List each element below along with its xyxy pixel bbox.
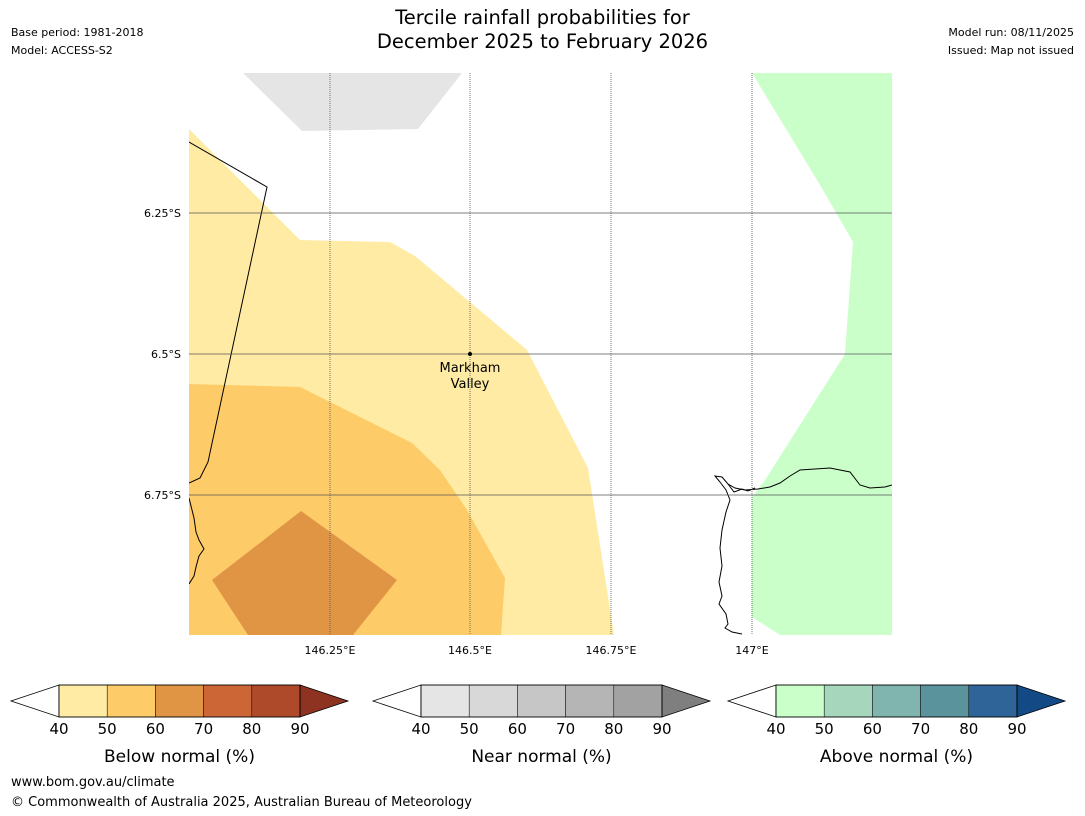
colorbar-segment	[420, 684, 470, 718]
colorbar-title: Near normal (%)	[471, 747, 611, 767]
run-info: Model run: 08/11/2025 Issued: Map not is…	[948, 24, 1074, 60]
colorbar: 40 50 60 70 80 90 Above normal (%)	[726, 684, 1067, 767]
colorbar-tick-label: 70	[556, 720, 575, 738]
lat-label: 6.25°S	[144, 207, 181, 220]
colorbar-segment	[968, 684, 1018, 718]
below-normal-60-zone	[212, 511, 397, 635]
colorbar-segment	[565, 684, 615, 718]
colorbar-segment	[920, 684, 970, 718]
base-period-text: Base period: 1981-2018	[11, 26, 144, 39]
lat-label: 6.75°S	[144, 489, 181, 502]
colorbar-segment	[251, 684, 301, 718]
colorbar-segment	[155, 684, 204, 718]
lon-label: 146.25°E	[305, 644, 356, 657]
colorbar-outline	[775, 684, 1018, 718]
model-run-text: Model run: 08/11/2025	[948, 26, 1074, 39]
footer-copyright: © Commonwealth of Australia 2025, Austra…	[11, 795, 472, 810]
colorbar-low-extend	[9, 684, 60, 718]
coastline-east	[713, 467, 892, 635]
above-normal-40-zone	[752, 73, 892, 635]
place-label-line-2: Valley	[451, 377, 490, 392]
footer-url: www.bom.gov.au/climate	[11, 775, 175, 790]
colorbar-tick-label: 60	[146, 720, 165, 738]
colorbar-tick-label: 90	[1007, 720, 1026, 738]
border-line	[189, 141, 268, 484]
colorbar-title: Below normal (%)	[104, 747, 255, 767]
colorbar-segment	[517, 684, 566, 718]
colorbar-high-extend	[1016, 684, 1067, 718]
colorbar-segment	[613, 684, 663, 718]
colorbar-tick-label: 50	[460, 720, 479, 738]
place-label-line-1: Markham	[440, 361, 501, 376]
colorbar-tick-label: 40	[49, 720, 68, 738]
colorbar-tick-label: 80	[242, 720, 261, 738]
model-name-text: Model: ACCESS-S2	[11, 44, 113, 57]
colorbar-tick-label: 40	[766, 720, 785, 738]
colorbar-tick-label: 50	[98, 720, 117, 738]
colorbar-low-extend	[726, 684, 777, 718]
colorbar-segment	[203, 684, 253, 718]
colorbar-title: Above normal (%)	[820, 747, 973, 767]
colorbar-tick-label: 70	[194, 720, 213, 738]
place-marker	[468, 352, 472, 356]
model-info: Base period: 1981-2018 Model: ACCESS-S2	[11, 24, 143, 60]
colorbar-tick-label: 60	[863, 720, 882, 738]
colorbar-segment	[775, 684, 825, 718]
colorbar-tick-label: 40	[411, 720, 430, 738]
colorbar-high-extend	[299, 684, 350, 718]
issued-text: Issued: Map not issued	[947, 44, 1074, 57]
lat-label: 6.5°S	[151, 348, 181, 361]
colorbar-tick-label: 50	[815, 720, 834, 738]
title-line-1: Tercile rainfall probabilities for	[395, 6, 690, 29]
colorbar-tick-label: 70	[911, 720, 930, 738]
coastline-east-bay	[727, 483, 756, 493]
colorbar-tick-label: 60	[508, 720, 527, 738]
colorbar-outline	[420, 684, 663, 718]
coastline-west	[189, 497, 205, 585]
colorbar-tick-label: 80	[604, 720, 623, 738]
colorbar-outline	[58, 684, 301, 718]
colorbar-tick-label: 90	[290, 720, 309, 738]
title-line-2: December 2025 to February 2026	[376, 30, 709, 53]
colorbar-segment	[106, 684, 156, 718]
legend-group: 40 50 60 70 80 90 Below normal (%) 40 50 60 70 80 90…	[9, 684, 1067, 767]
lon-label: 146.5°E	[448, 644, 492, 657]
colorbar-segment	[468, 684, 518, 718]
colorbar-segment	[823, 684, 873, 718]
map-title: Tercile rainfall probabilities for Decem…	[0, 6, 1085, 54]
colorbar-high-extend	[661, 684, 712, 718]
colorbar-tick-label: 80	[959, 720, 978, 738]
map-area: Markham Valley	[189, 73, 892, 635]
colorbar: 40 50 60 70 80 90 Near normal (%)	[371, 684, 712, 767]
colorbar-tick-label: 90	[652, 720, 671, 738]
lon-label: 147°E	[735, 644, 768, 657]
colorbar-segment	[872, 684, 921, 718]
lon-label: 146.75°E	[586, 644, 637, 657]
near-normal-40-zone	[243, 73, 462, 131]
colorbar-segment	[58, 684, 108, 718]
colorbar-low-extend	[371, 684, 422, 718]
colorbar: 40 50 60 70 80 90 Below normal (%)	[9, 684, 350, 767]
